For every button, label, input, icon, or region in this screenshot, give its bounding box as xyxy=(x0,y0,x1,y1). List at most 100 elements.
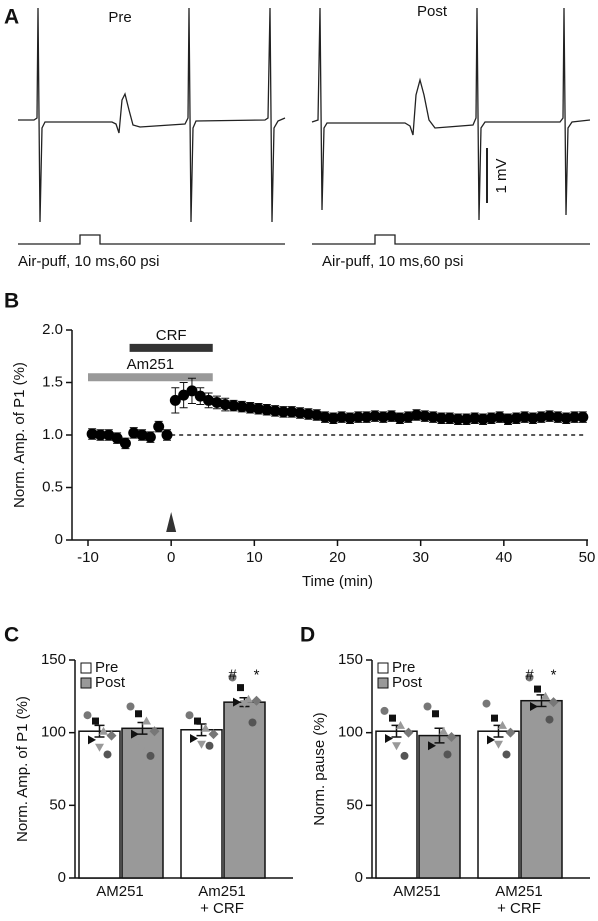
data-point xyxy=(161,429,173,441)
x-tick-label: AM251 xyxy=(495,883,543,900)
data-point xyxy=(423,702,432,711)
bar xyxy=(223,701,266,879)
bar xyxy=(375,730,418,879)
data-point xyxy=(502,750,511,759)
data-point xyxy=(537,707,546,716)
panel-label: C xyxy=(4,624,19,647)
drug-bar-label: CRF xyxy=(156,327,187,344)
stimulus-arrow xyxy=(166,512,177,532)
significance-label: * xyxy=(551,666,557,683)
data-point xyxy=(534,685,541,693)
legend-swatch xyxy=(80,677,92,689)
data-point xyxy=(201,723,210,732)
post-trace xyxy=(311,7,591,221)
data-point xyxy=(530,702,538,712)
y-tick-label: 150 xyxy=(338,651,363,668)
data-point xyxy=(494,411,506,423)
y-tick-label: 50 xyxy=(49,796,66,813)
data-point xyxy=(380,706,389,715)
data-point xyxy=(444,412,456,424)
panel-label: D xyxy=(300,624,315,647)
data-point xyxy=(419,410,431,422)
data-point xyxy=(394,412,406,424)
y-tick-label: 0 xyxy=(55,531,63,548)
data-point xyxy=(377,411,389,423)
bar xyxy=(477,730,520,879)
data-point xyxy=(510,412,522,424)
data-point xyxy=(185,711,194,720)
y-axis-label: Norm. pause (%) xyxy=(311,712,328,825)
data-point xyxy=(439,726,448,735)
data-point xyxy=(396,720,405,729)
data-point xyxy=(103,750,112,759)
x-axis-label: Time (min) xyxy=(302,573,373,590)
legend-label: Pre xyxy=(392,659,415,676)
data-point xyxy=(498,720,507,729)
y-axis-label: Norm. Amp. of P1 (%) xyxy=(11,362,28,508)
data-point xyxy=(186,385,198,397)
x-tick-label: 50 xyxy=(579,549,596,566)
trace-title: Post xyxy=(417,3,448,20)
data-point xyxy=(248,718,257,727)
data-point xyxy=(95,743,104,752)
x-tick-label: -10 xyxy=(77,549,99,566)
y-tick-label: 1.0 xyxy=(42,426,63,443)
data-point xyxy=(146,751,155,760)
bar xyxy=(121,727,164,879)
data-point xyxy=(400,751,409,760)
y-tick-label: 1.5 xyxy=(42,373,63,390)
legend-label: Pre xyxy=(95,659,118,676)
data-point xyxy=(487,735,495,745)
data-point xyxy=(194,390,206,402)
legend-swatch xyxy=(377,677,389,689)
data-point xyxy=(236,401,248,413)
x-tick-label: 20 xyxy=(329,549,346,566)
data-point xyxy=(319,411,331,423)
x-tick-label: AM251 xyxy=(393,883,441,900)
stimulus-label: Air-puff, 10 ms,60 psi xyxy=(18,253,159,270)
bar xyxy=(180,729,223,879)
panel-label: B xyxy=(4,290,19,313)
data-point xyxy=(502,413,514,425)
data-point xyxy=(505,727,516,738)
drug-bar-label: Am251 xyxy=(127,356,175,373)
y-tick-label: 0 xyxy=(58,869,66,886)
data-point xyxy=(427,411,439,423)
data-point xyxy=(136,429,148,441)
data-point xyxy=(460,413,472,425)
significance-label: * xyxy=(254,666,260,683)
pre-trace xyxy=(18,7,286,223)
data-point xyxy=(411,409,423,421)
data-point xyxy=(435,412,447,424)
y-tick-label: 150 xyxy=(41,651,66,668)
stimulus-label: Air-puff, 10 ms,60 psi xyxy=(322,253,463,270)
data-point xyxy=(432,710,439,718)
data-point xyxy=(219,399,231,411)
data-point xyxy=(402,411,414,423)
data-point xyxy=(527,412,539,424)
x-tick-label: 30 xyxy=(412,549,429,566)
data-point xyxy=(560,412,572,424)
data-point xyxy=(237,684,244,692)
data-point xyxy=(569,411,581,423)
data-point xyxy=(286,406,298,418)
data-point xyxy=(194,717,201,725)
data-point xyxy=(361,411,373,423)
data-point xyxy=(336,411,348,423)
y-tick-label: 50 xyxy=(346,796,363,813)
x-tick-label: 40 xyxy=(495,549,512,566)
data-point xyxy=(548,697,559,708)
data-point xyxy=(452,413,464,425)
data-point xyxy=(545,715,554,724)
data-point xyxy=(477,413,489,425)
data-point xyxy=(240,700,249,709)
data-point xyxy=(94,429,106,441)
data-point xyxy=(88,735,96,745)
panel-label: A xyxy=(4,6,19,29)
data-point xyxy=(197,740,206,749)
data-point xyxy=(469,412,481,424)
legend-swatch xyxy=(377,662,389,674)
data-point xyxy=(138,743,147,752)
data-point xyxy=(261,404,273,416)
